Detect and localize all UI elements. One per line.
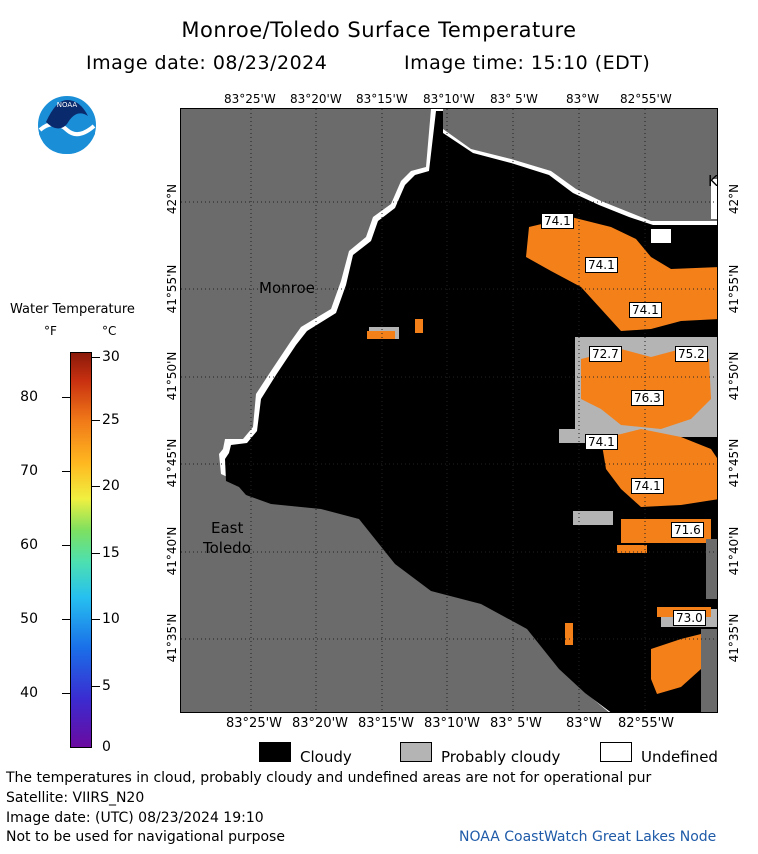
colorbar-tick-c: 10 [102,611,120,627]
lon-label-top: 83°15'W [356,92,408,106]
temperature-label: 74.1 [585,257,618,273]
footer-satellite: Satellite: VIIRS_N20 [6,790,145,806]
undefined-patch [711,179,717,219]
temperature-label: 74.1 [541,213,574,229]
place-east-toledo: Toledo [203,539,251,557]
lon-label-bottom: 83°W [566,716,602,731]
legend-label-cloudy: Cloudy [300,748,352,766]
colorbar-tick-f: 70 [20,463,38,479]
warm-water-patch [367,331,395,339]
footer-utc-date: Image date: (UTC) 08/23/2024 19:10 [6,810,264,826]
tick-mark [62,471,70,472]
warm-water-patch [526,217,717,331]
lon-label-bottom: 83°10'W [424,716,481,731]
legend-label-probably-cloudy: Probably cloudy [441,748,561,766]
temperature-label: 74.1 [585,434,618,450]
footer-nav-note: Not to be used for navigational purpose [6,829,285,845]
colorbar-tick-c: 5 [102,678,111,694]
tick-mark [92,686,100,687]
lon-label-top: 83°20'W [290,92,342,106]
lon-label-bottom: 83° 5'W [490,716,542,731]
image-time: Image time: 15:10 (EDT) [404,52,651,74]
noaa-logo-icon: NOAA [36,94,98,156]
temperature-label: 74.1 [629,302,662,318]
legend-swatch-undefined [600,742,632,762]
temperature-label: 74.1 [631,478,664,494]
land-strip [701,629,717,712]
probably-cloudy-patch [573,511,613,525]
warm-water-patch [617,545,647,553]
temperature-label: 72.7 [589,346,622,362]
lat-label-right: 41°40'N [727,526,741,576]
temperature-label: 71.6 [671,522,704,538]
lat-label-left: 41°40'N [165,526,179,576]
lat-label-left: 42°N [165,183,179,215]
tick-mark [92,357,100,358]
tick-mark [62,619,70,620]
tick-mark [92,420,100,421]
temperature-map: 74.1 74.1 74.1 72.7 75.2 76.3 74.1 74.1 … [180,108,718,713]
lon-label-bottom: 83°20'W [292,716,349,731]
lat-label-right: 41°35'N [727,613,741,663]
lat-label-right: 42°N [727,183,741,215]
tick-mark [62,693,70,694]
lat-label-right: 41°50'N [727,351,741,401]
place-monroe: Monroe [259,279,315,297]
colorbar-tick-f: 50 [20,611,38,627]
colorbar-tick-f: 40 [20,685,38,701]
lon-label-top: 83° 5'W [490,92,538,106]
colorbar-unit-f: °F [44,324,57,338]
lon-label-bottom: 83°15'W [358,716,415,731]
lon-label-top: 83°W [566,92,600,106]
graticule [181,109,717,712]
warm-water-patch [415,319,423,333]
temperature-label: 73.0 [673,610,706,626]
colorbar-tick-f: 60 [20,537,38,553]
legend-label-undefined: Undefined [641,748,718,766]
lon-label-bottom: 82°55'W [618,716,675,731]
temperature-colorbar [70,352,92,748]
land-strip [706,539,717,599]
temperature-label: 76.3 [631,390,664,406]
lon-label-top: 83°10'W [423,92,475,106]
place-k: K [708,172,718,190]
image-date: Image date: 08/23/2024 [86,52,328,74]
page-title: Monroe/Toledo Surface Temperature [181,18,577,42]
tick-mark [62,397,70,398]
lon-label-bottom: 83°25'W [226,716,283,731]
lon-label-top: 83°25'W [224,92,276,106]
noaa-logo-text: NOAA [57,101,78,109]
tick-mark [92,619,100,620]
lat-label-left: 41°35'N [165,613,179,663]
lat-label-right: 41°55'N [727,264,741,314]
colorbar-tick-c: 30 [102,349,120,365]
lat-label-left: 41°55'N [165,264,179,314]
footer-note: The temperatures in cloud, probably clou… [6,770,652,786]
legend-swatch-probably-cloudy [400,742,432,762]
footer-credit: NOAA CoastWatch Great Lakes Node [459,829,717,845]
lat-label-right: 41°45'N [727,438,741,488]
colorbar-title: Water Temperature [10,302,135,317]
tick-mark [92,553,100,554]
warm-water-patch [581,349,711,429]
colorbar-tick-c: 25 [102,412,120,428]
colorbar-tick-c: 0 [102,739,111,755]
lat-label-left: 41°45'N [165,438,179,488]
tick-mark [92,486,100,487]
undefined-patch [651,229,671,243]
tick-mark [62,545,70,546]
lat-label-left: 41°50'N [165,351,179,401]
place-east-toledo: East [211,519,244,537]
colorbar-tick-c: 20 [102,478,120,494]
warm-water-patch [651,634,701,694]
warm-water-patch [565,623,573,645]
legend-swatch-cloudy [259,742,291,762]
colorbar-tick-f: 80 [20,389,38,405]
colorbar-tick-c: 15 [102,545,120,561]
warm-water-patch [601,429,717,507]
temperature-label: 75.2 [675,346,708,362]
lon-label-top: 82°55'W [620,92,672,106]
colorbar-unit-c: °C [102,324,117,338]
